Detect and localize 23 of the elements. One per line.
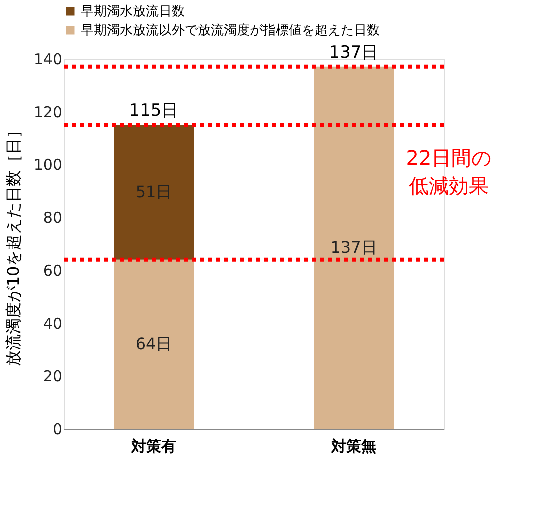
y-axis-title: 放流濁度が10を超えた日数［日］: [4, 122, 23, 367]
bar: [114, 125, 194, 260]
bar: [114, 260, 194, 429]
y-tick-label: 140: [34, 50, 62, 68]
annotation: 22日間の: [406, 146, 492, 170]
legend-label: 早期濁水放流日数: [81, 4, 185, 20]
y-tick-label: 40: [43, 314, 62, 333]
legend-label: 早期濁水放流以外で放流濁度が指標値を超えた日数: [81, 22, 380, 38]
data-label: 137日: [330, 238, 378, 257]
y-tick-label: 20: [43, 368, 62, 386]
x-tick-label: 対策有: [130, 438, 176, 456]
y-tick-label: 60: [43, 262, 62, 280]
y-tick-label: 0: [52, 420, 62, 438]
total-label: 115日: [129, 101, 179, 122]
annotation: 低減効果: [409, 174, 489, 198]
y-tick-label: 80: [43, 209, 62, 228]
data-label: 51日: [136, 182, 172, 202]
x-tick-label: 対策無: [330, 438, 376, 456]
y-tick-label: 100: [34, 156, 62, 174]
total-label: 137日: [329, 42, 379, 63]
data-label: 64日: [136, 334, 172, 354]
bar: [314, 66, 394, 429]
y-tick-label: 120: [34, 103, 62, 122]
